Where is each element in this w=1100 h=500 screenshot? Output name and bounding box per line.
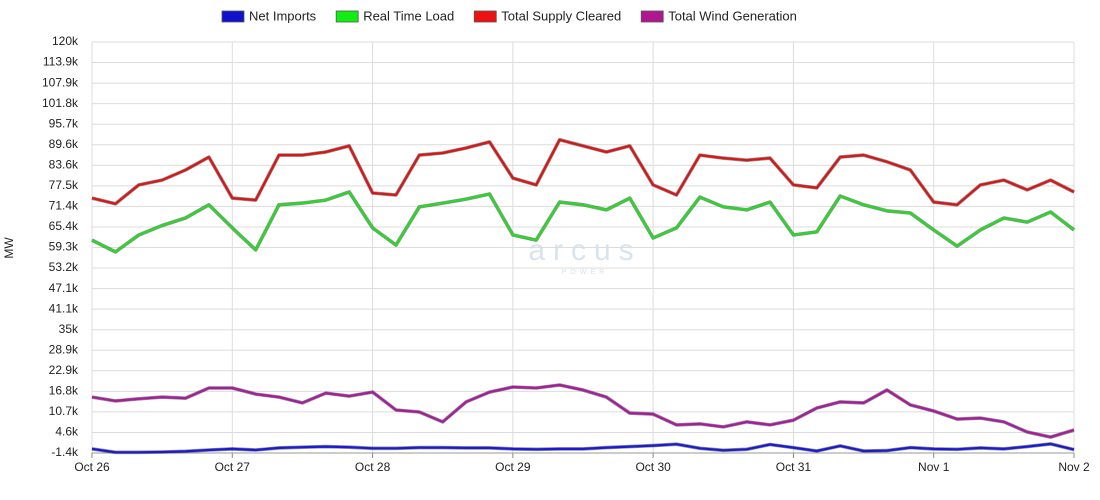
legend-swatch xyxy=(335,10,359,23)
y-tick-label: -1.4k xyxy=(51,445,79,459)
legend-swatch xyxy=(473,10,497,23)
y-tick-label: 77.5k xyxy=(49,178,79,192)
series-line xyxy=(91,138,1075,206)
series-line xyxy=(91,190,1075,253)
legend-label: Total Supply Cleared xyxy=(501,8,621,23)
legend-label: Net Imports xyxy=(249,8,317,23)
x-tick-label: Oct 28 xyxy=(355,460,391,474)
y-tick-label: 10.7k xyxy=(49,404,79,418)
watermark: arcus xyxy=(528,234,641,267)
y-tick-label: 120k xyxy=(52,34,79,48)
y-tick-label: 4.6k xyxy=(55,425,79,439)
y-tick-label: 35k xyxy=(59,322,79,336)
y-tick-label: 22.9k xyxy=(49,363,79,377)
x-tick-label: Nov 2 xyxy=(1058,460,1090,474)
series-outline xyxy=(91,138,1075,207)
y-tick-label: 53.2k xyxy=(49,260,79,274)
x-tick-label: Oct 30 xyxy=(635,460,671,474)
x-tick-label: Oct 29 xyxy=(495,460,531,474)
y-tick-label: 113.9k xyxy=(43,55,79,69)
y-tick-label: 16.8k xyxy=(49,384,79,398)
series-outline xyxy=(91,383,1075,439)
y-tick-label: 107.9k xyxy=(42,75,79,89)
series-line xyxy=(91,383,1075,439)
legend-swatch xyxy=(640,10,664,23)
y-tick-label: 28.9k xyxy=(49,342,79,356)
legend-swatch xyxy=(221,10,245,23)
y-tick-label: 83.6k xyxy=(49,157,79,171)
series-line xyxy=(91,442,1075,454)
y-tick-label: 65.4k xyxy=(49,219,79,233)
x-tick-label: Nov 1 xyxy=(918,460,950,474)
y-tick-label: 59.3k xyxy=(49,240,79,254)
y-tick-label: 41.1k xyxy=(49,301,79,315)
y-tick-label: 101.8k xyxy=(42,96,79,110)
legend-label: Total Wind Generation xyxy=(668,8,797,23)
x-tick-label: Oct 31 xyxy=(776,460,812,474)
y-tick-label: 95.7k xyxy=(49,116,79,130)
x-tick-label: Oct 27 xyxy=(215,460,251,474)
x-tick-label: Oct 26 xyxy=(74,460,110,474)
legend-label: Real Time Load xyxy=(363,8,454,23)
y-tick-label: 47.1k xyxy=(49,281,79,295)
y-axis-label: MW xyxy=(2,237,16,259)
y-tick-label: 89.6k xyxy=(49,137,79,151)
watermark-sub: POWER xyxy=(562,269,608,276)
y-tick-label: 71.4k xyxy=(49,199,79,213)
